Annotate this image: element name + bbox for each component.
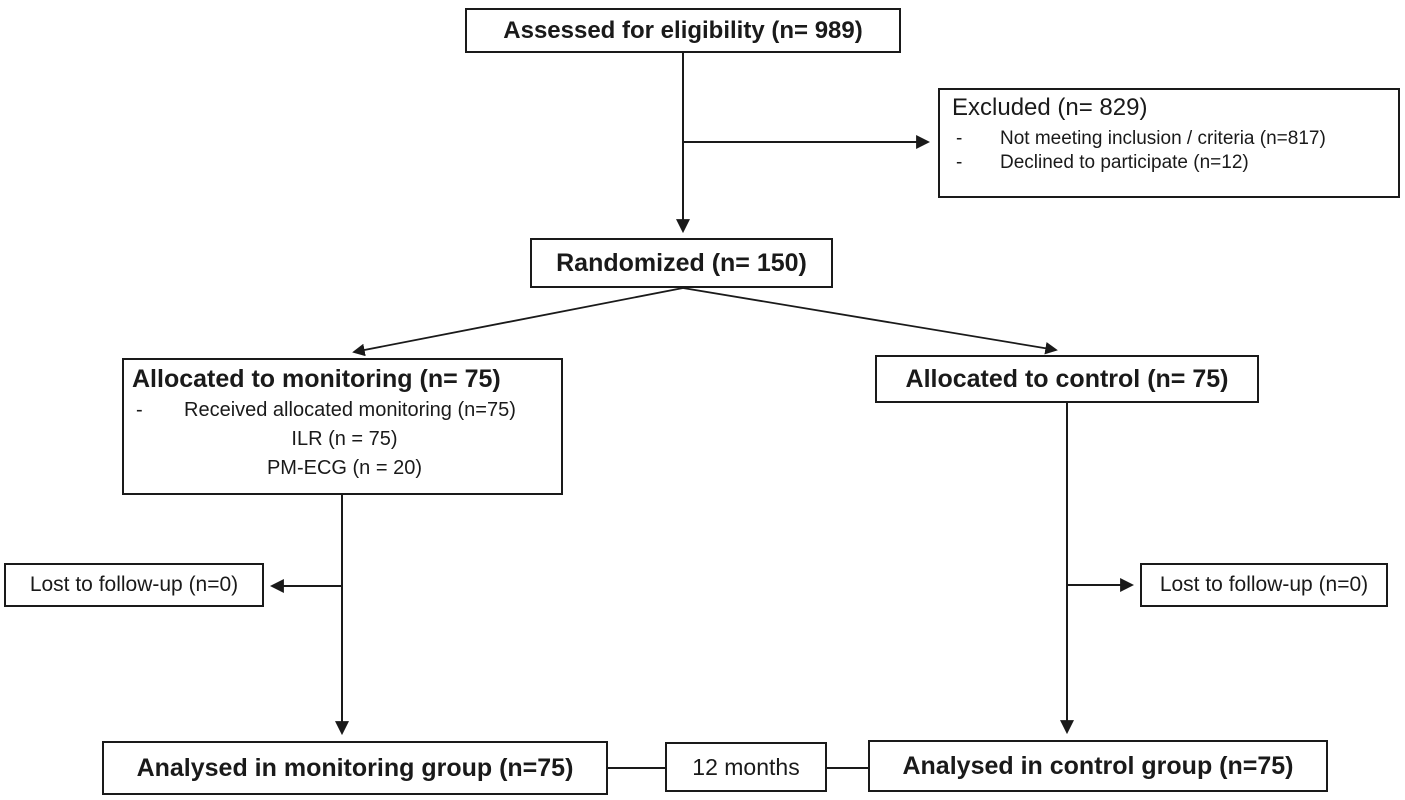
excluded-item: - Declined to participate (n=12) — [952, 152, 1392, 174]
assessed-eligibility-label: Assessed for eligibility (n= 989) — [503, 16, 863, 44]
excluded-item-label: Not meeting inclusion / criteria (n=817) — [1000, 127, 1326, 149]
excluded-title: Excluded (n= 829) — [952, 94, 1148, 121]
assessed-eligibility-box: Assessed for eligibility (n= 989) — [465, 8, 901, 53]
allocated-monitoring-title: Allocated to monitoring (n= 75) — [132, 365, 501, 393]
lost-followup-monitoring-label: Lost to follow-up (n=0) — [29, 572, 239, 596]
arrow-randomized-to-monitoring — [352, 287, 684, 357]
randomized-label: Randomized (n= 150) — [556, 248, 807, 277]
bullet-dash: - — [136, 398, 143, 421]
lost-followup-control-box: Lost to follow-up (n=0) — [1140, 563, 1388, 607]
bullet-dash: - — [956, 127, 963, 149]
excluded-item-label: Declined to participate (n=12) — [1000, 152, 1249, 174]
allocated-monitoring-item-label: Received allocated monitoring (n=75) — [184, 398, 516, 421]
randomized-box: Randomized (n= 150) — [530, 238, 833, 288]
bullet-dash: - — [956, 152, 963, 174]
timepoint-label: 12 months — [692, 753, 800, 780]
analysed-control-label: Analysed in control group (n=75) — [902, 751, 1294, 780]
allocated-control-box: Allocated to control (n= 75) — [875, 355, 1259, 403]
analysed-monitoring-label: Analysed in monitoring group (n=75) — [136, 753, 574, 782]
allocated-monitoring-sub-item: PM-ECG (n = 20) — [266, 456, 423, 479]
analysed-control-box: Analysed in control group (n=75) — [868, 740, 1328, 792]
excluded-box: Excluded (n= 829) - Not meeting inclusio… — [938, 88, 1400, 198]
allocated-control-label: Allocated to control (n= 75) — [905, 364, 1229, 393]
arrow-randomized-to-control — [682, 287, 1058, 355]
allocated-monitoring-item: - Received allocated monitoring (n=75) — [132, 399, 557, 422]
excluded-item: - Not meeting inclusion / criteria (n=81… — [952, 128, 1392, 150]
allocated-monitoring-sub-item: ILR (n = 75) — [291, 427, 398, 450]
allocated-monitoring-box: Allocated to monitoring (n= 75) - Receiv… — [122, 358, 563, 495]
timepoint-box: 12 months — [665, 742, 827, 792]
lost-followup-monitoring-box: Lost to follow-up (n=0) — [4, 563, 264, 607]
analysed-monitoring-box: Analysed in monitoring group (n=75) — [102, 741, 608, 795]
lost-followup-control-label: Lost to follow-up (n=0) — [1159, 572, 1369, 596]
